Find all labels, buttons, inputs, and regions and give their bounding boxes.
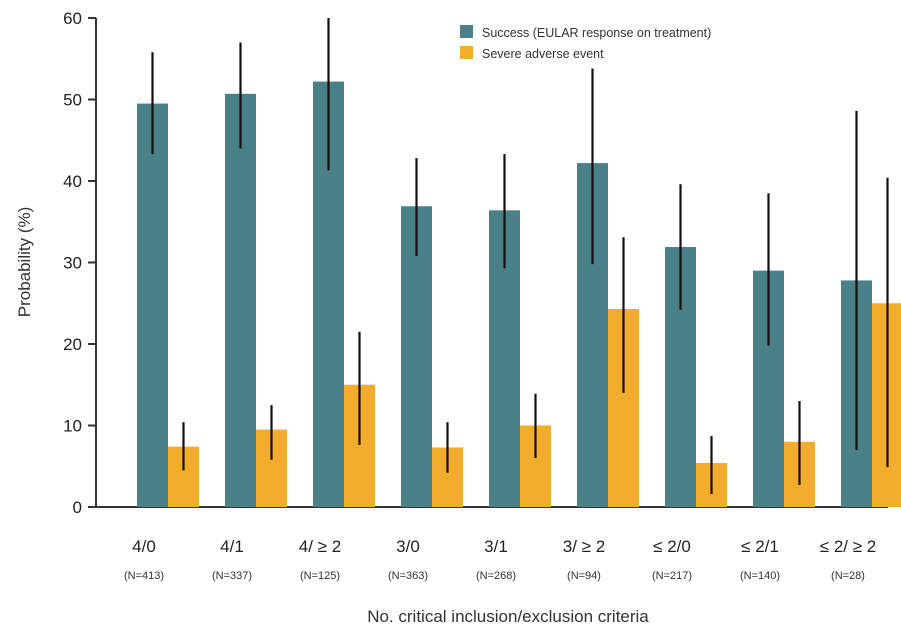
y-tick-label: 10 bbox=[63, 417, 82, 436]
sample-size-label: (N=28) bbox=[831, 570, 865, 582]
x-tick-label: ≤ 2/1 bbox=[741, 537, 779, 556]
x-axis-title: No. critical inclusion/exclusion criteri… bbox=[367, 607, 649, 626]
legend: Success (EULAR response on treatment) Se… bbox=[460, 25, 711, 61]
sample-size-label: (N=363) bbox=[388, 570, 428, 582]
y-tick-label: 60 bbox=[63, 9, 82, 28]
bar-success-3-0 bbox=[401, 206, 432, 507]
x-tick-label: ≤ 2/0 bbox=[653, 537, 691, 556]
error-bars bbox=[151, 18, 889, 494]
sample-size-label: (N=337) bbox=[212, 570, 252, 582]
sample-size-label: (N=413) bbox=[124, 570, 164, 582]
y-tick-label: 20 bbox=[63, 335, 82, 354]
x-tick-label: 3/0 bbox=[396, 537, 420, 556]
sample-size-label: (N=268) bbox=[476, 570, 516, 582]
y-tick-label: 50 bbox=[63, 91, 82, 110]
x-tick-label: ≤ 2/ ≥ 2 bbox=[820, 537, 876, 556]
y-axis-title: Probability (%) bbox=[15, 207, 34, 318]
x-tick-label: 4/0 bbox=[132, 537, 156, 556]
bars bbox=[137, 81, 901, 508]
sample-size-label: (N=217) bbox=[652, 570, 692, 582]
y-tick-label: 30 bbox=[63, 254, 82, 273]
x-tick-label: 4/ ≥ 2 bbox=[299, 537, 341, 556]
x-tick-label: 4/1 bbox=[220, 537, 244, 556]
y-tick-label: 40 bbox=[63, 172, 82, 191]
sample-size-label: (N=94) bbox=[567, 570, 601, 582]
legend-label-severe-adverse-event: Severe adverse event bbox=[482, 47, 604, 61]
y-tick-label: 0 bbox=[73, 498, 82, 517]
tick-labels: 4/0 (N=413) 4/1 (N=337) 4/ ≥ 2 (N=125) 3/0 (N=3… bbox=[124, 537, 876, 582]
x-tick-label: 3/1 bbox=[484, 537, 508, 556]
x-tick-label: 3/ ≥ 2 bbox=[563, 537, 605, 556]
legend-swatch-severe-adverse-event bbox=[460, 46, 473, 59]
bar-success-4-0 bbox=[137, 103, 168, 507]
legend-label-success: Success (EULAR response on treatment) bbox=[482, 26, 711, 40]
legend-swatch-success bbox=[460, 25, 473, 38]
bar-success-4-1 bbox=[225, 93, 256, 508]
sample-size-label: (N=140) bbox=[740, 570, 780, 582]
sample-size-label: (N=125) bbox=[300, 570, 340, 582]
